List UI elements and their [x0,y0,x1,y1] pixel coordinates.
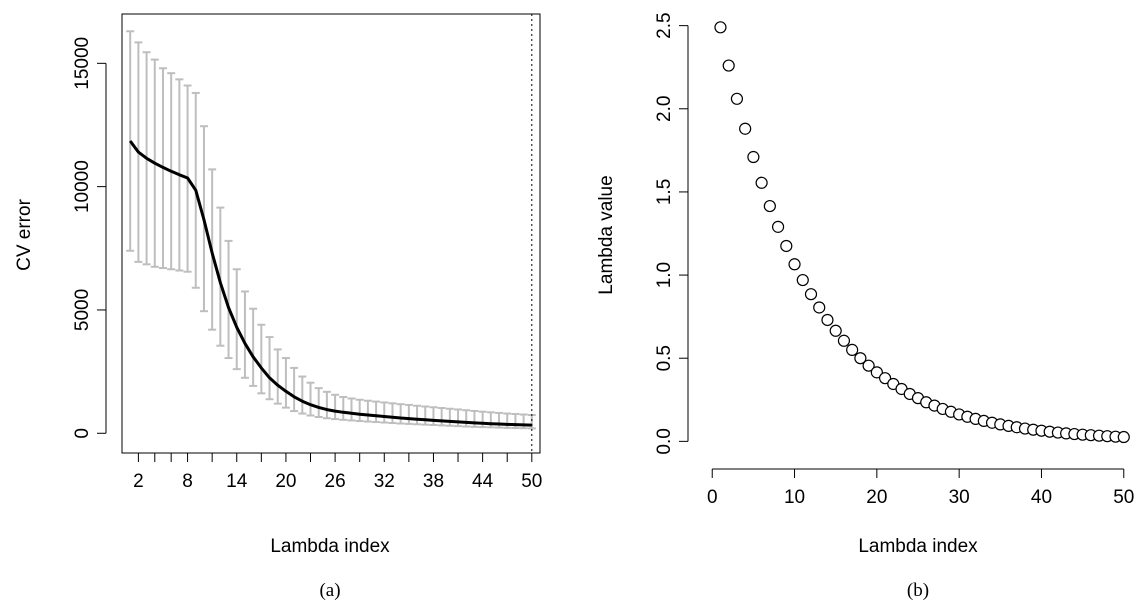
data-point [714,21,727,34]
panel-a-x-axis: 2 8 14 20 26 32 38 44 50 [133,453,542,492]
y-tick-label: 1.0 [654,262,675,288]
errorbar [445,407,454,427]
data-point [821,313,834,327]
data-point [788,258,801,271]
panel-a-y-axis-title: CV error [14,198,35,270]
data-point [870,366,883,379]
y-tick-label: 2.5 [654,12,675,38]
x-tick-label: 2 [133,471,144,492]
x-tick-label: 8 [182,471,193,492]
panel-b: 0 10 20 30 40 50 0.0 0.5 1.0 1.5 2.0 2.5 Lambda in… [596,12,1134,601]
errorbar [298,375,307,415]
data-point [837,334,851,347]
x-tick-label: 20 [275,471,296,492]
y-tick-label: 5000 [72,289,93,331]
panel-a-cv-error-line [128,140,532,427]
y-tick-label: 2.0 [654,96,675,122]
data-point [862,359,875,372]
x-tick-label: 10 [784,487,805,508]
errorbar [290,366,299,413]
y-tick-label: 0.0 [654,428,675,454]
errorbar [339,396,348,421]
panel-a-x-axis-title: Lambda index [270,536,390,557]
data-point [722,59,735,72]
panel-a-plot-frame [121,13,541,454]
data-point [747,150,760,164]
errorbar [429,406,438,427]
panel-a: 2 8 14 20 26 32 38 44 50 0 5000 10000 15000 Lambda … [14,13,542,601]
panel-a-caption: (a) [319,580,340,601]
panel-b-y-axis-title: Lambda value [596,175,617,294]
errorbar [388,402,397,425]
data-point [1117,430,1130,444]
data-point [739,122,752,135]
data-point [878,372,892,385]
data-point [813,301,826,314]
y-tick-label: 1.5 [654,179,675,205]
x-tick-label: 50 [521,471,542,492]
errorbar [265,336,274,401]
x-tick-label: 32 [374,471,395,492]
errorbar [421,405,430,426]
x-tick-label: 44 [472,471,494,492]
x-tick-label: 40 [1031,487,1052,508]
errorbar [404,403,413,425]
x-tick-label: 38 [423,471,444,492]
errorbar [413,404,422,426]
data-point [763,199,776,213]
errorbar [372,400,381,424]
panel-b-y-axis: 0.0 0.5 1.0 1.5 2.0 2.5 [654,12,689,455]
panel-b-x-axis-title: Lambda index [858,536,978,557]
panel-a-y-axis: 0 5000 10000 15000 [72,37,107,439]
data-point [804,288,818,301]
x-tick-label: 26 [325,471,346,492]
errorbar [437,406,446,427]
y-tick-label: 10000 [72,160,93,213]
errorbar [396,403,405,425]
errorbar [306,381,315,417]
x-tick-label: 0 [707,487,718,508]
panel-b-points [714,21,1130,444]
errorbar [347,397,356,422]
data-point [854,352,867,365]
data-point [796,273,809,287]
errorbar [355,398,364,423]
errorbar [224,239,233,360]
errorbar [232,268,241,371]
data-point [730,92,744,105]
errorbar [380,401,389,424]
errorbar [273,348,282,405]
x-tick-label: 20 [866,487,887,508]
y-tick-label: 0 [72,428,93,439]
x-tick-label: 30 [949,487,970,508]
errorbar [322,390,331,420]
data-point [771,220,785,233]
errorbar [331,393,340,421]
errorbar [216,206,225,347]
x-tick-label: 14 [226,471,248,492]
data-point [846,343,859,357]
y-tick-label: 0.5 [654,345,675,371]
panel-a-errorbars [126,30,536,430]
errorbar [281,357,290,409]
panel-b-caption: (b) [907,580,929,601]
x-tick-label: 50 [1113,487,1134,508]
errorbar [454,408,463,428]
errorbar [314,387,323,418]
y-tick-label: 15000 [72,37,93,90]
data-point [755,176,768,189]
errorbar [240,290,249,379]
data-point [780,239,793,253]
errorbar [257,323,266,395]
errorbar [363,399,372,423]
data-point [829,324,842,337]
panel-b-x-axis: 0 10 20 30 40 50 [707,468,1134,508]
errorbar [249,307,258,387]
